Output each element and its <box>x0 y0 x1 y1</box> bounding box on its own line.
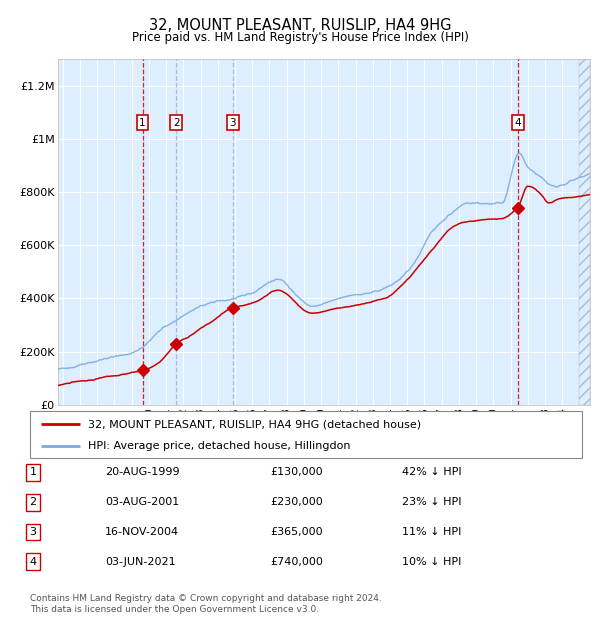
Text: 4: 4 <box>29 557 37 567</box>
Text: 4: 4 <box>514 118 521 128</box>
Text: 03-JUN-2021: 03-JUN-2021 <box>105 557 176 567</box>
Text: 32, MOUNT PLEASANT, RUISLIP, HA4 9HG: 32, MOUNT PLEASANT, RUISLIP, HA4 9HG <box>149 18 451 33</box>
Text: 10% ↓ HPI: 10% ↓ HPI <box>402 557 461 567</box>
Text: 3: 3 <box>29 527 37 537</box>
Text: Price paid vs. HM Land Registry's House Price Index (HPI): Price paid vs. HM Land Registry's House … <box>131 31 469 44</box>
FancyBboxPatch shape <box>30 411 582 458</box>
Text: 1: 1 <box>29 467 37 477</box>
Text: £230,000: £230,000 <box>270 497 323 507</box>
Text: £740,000: £740,000 <box>270 557 323 567</box>
Text: HPI: Average price, detached house, Hillingdon: HPI: Average price, detached house, Hill… <box>88 441 350 451</box>
Text: 23% ↓ HPI: 23% ↓ HPI <box>402 497 461 507</box>
Text: 16-NOV-2004: 16-NOV-2004 <box>105 527 179 537</box>
Text: 20-AUG-1999: 20-AUG-1999 <box>105 467 179 477</box>
Text: This data is licensed under the Open Government Licence v3.0.: This data is licensed under the Open Gov… <box>30 604 319 614</box>
Text: 32, MOUNT PLEASANT, RUISLIP, HA4 9HG (detached house): 32, MOUNT PLEASANT, RUISLIP, HA4 9HG (de… <box>88 419 421 429</box>
Text: 42% ↓ HPI: 42% ↓ HPI <box>402 467 461 477</box>
Text: 3: 3 <box>230 118 236 128</box>
Text: 1: 1 <box>139 118 146 128</box>
Text: 03-AUG-2001: 03-AUG-2001 <box>105 497 179 507</box>
Text: 2: 2 <box>29 497 37 507</box>
Text: £130,000: £130,000 <box>270 467 323 477</box>
Text: 11% ↓ HPI: 11% ↓ HPI <box>402 527 461 537</box>
Text: 2: 2 <box>173 118 179 128</box>
Text: Contains HM Land Registry data © Crown copyright and database right 2024.: Contains HM Land Registry data © Crown c… <box>30 593 382 603</box>
Text: £365,000: £365,000 <box>270 527 323 537</box>
